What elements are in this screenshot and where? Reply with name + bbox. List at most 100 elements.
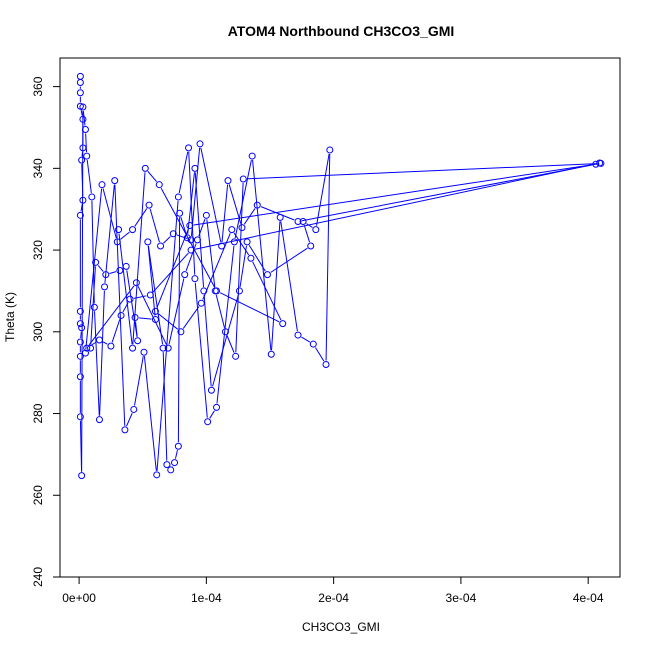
data-point	[146, 291, 154, 299]
data-point	[309, 340, 317, 348]
data-point	[185, 144, 193, 152]
chart-title: ATOM4 Northbound CH3CO3_GMI	[228, 23, 455, 39]
data-point	[98, 181, 106, 189]
data-point	[116, 267, 124, 275]
y-tick-label: 260	[31, 485, 45, 505]
series-line-segment	[209, 410, 215, 419]
data-point	[243, 238, 251, 246]
data-point	[307, 242, 315, 250]
series-line-segment	[203, 294, 212, 387]
data-point	[79, 115, 87, 123]
data-point	[121, 426, 129, 434]
data-point	[230, 238, 238, 246]
data-point	[76, 320, 84, 328]
data-point	[76, 79, 84, 87]
series-line-segment	[156, 229, 189, 308]
series-line-segment	[94, 311, 100, 416]
series-line-segment	[118, 233, 133, 345]
data-point	[232, 352, 240, 360]
data-point	[131, 314, 139, 321]
data-point	[83, 344, 91, 352]
data-point	[76, 352, 84, 360]
series-line-segment	[252, 160, 272, 351]
data-point	[87, 344, 95, 352]
series-line-segment	[147, 245, 156, 316]
series-line-segment	[182, 306, 200, 329]
data-point	[213, 287, 221, 295]
series-line-segment	[80, 204, 83, 212]
data-point	[78, 324, 86, 332]
data-point	[174, 193, 182, 201]
series-line-segment	[88, 285, 135, 346]
series-line-segment	[102, 188, 117, 239]
data-point	[294, 331, 302, 339]
series-line-segment	[235, 182, 244, 353]
series-line-segment	[194, 172, 205, 287]
series-line-segment	[168, 278, 185, 345]
data-point	[79, 103, 87, 111]
series-line-segment	[228, 184, 242, 224]
series-line-segment	[111, 319, 121, 343]
series-line-segment	[187, 172, 195, 234]
data-point	[228, 226, 236, 234]
data-point	[181, 271, 189, 279]
x-tick-label: 0e+00	[62, 591, 96, 605]
series-line-segment	[221, 184, 229, 243]
series-line-segment	[132, 172, 146, 345]
data-point	[247, 254, 255, 262]
data-point	[76, 72, 84, 80]
data-point	[312, 226, 320, 234]
data-point	[111, 177, 119, 185]
data-point	[151, 316, 159, 324]
series-line-segment	[80, 110, 83, 116]
series-line-segment	[194, 163, 596, 250]
data-point	[76, 338, 84, 346]
x-tick-label: 3e-04	[446, 591, 477, 605]
data-point	[157, 242, 165, 250]
data-point	[95, 336, 103, 344]
data-point	[132, 279, 140, 287]
data-point	[213, 403, 221, 411]
data-point	[322, 360, 330, 368]
series-line-segment	[149, 208, 160, 243]
series-line-segment	[82, 110, 86, 126]
series-line-segment	[233, 232, 250, 256]
data-point	[141, 164, 149, 172]
series-line-segment	[109, 271, 117, 274]
data-point	[171, 459, 179, 467]
series-line-segment	[126, 270, 138, 337]
series-line-segment	[143, 356, 157, 471]
data-point	[134, 337, 142, 345]
series-line-segment	[81, 111, 84, 472]
data-point	[224, 177, 232, 185]
series-line-segment	[234, 159, 252, 239]
data-point	[79, 196, 87, 204]
series-line-segment	[198, 218, 206, 237]
data-point	[221, 328, 229, 336]
data-point	[202, 211, 210, 219]
data-point	[102, 271, 110, 279]
series-line-segment	[85, 133, 88, 153]
series-line-segment	[156, 200, 179, 471]
data-point	[276, 213, 284, 221]
series-line-segment	[239, 245, 247, 288]
series-line-segment	[188, 151, 196, 275]
series-line-segment	[303, 225, 311, 243]
data-point	[117, 311, 125, 319]
series-line-segment	[316, 153, 330, 226]
data-point	[151, 307, 159, 315]
x-tick-label: 1e-04	[191, 591, 222, 605]
data-point	[129, 226, 137, 234]
series-line-segment	[301, 164, 592, 222]
series-line-segment	[162, 352, 168, 461]
data-point	[169, 230, 177, 238]
series-line-segment	[134, 356, 144, 406]
data-point	[115, 226, 123, 234]
data-point	[239, 175, 247, 183]
series-line-segment	[97, 265, 104, 272]
data-point	[76, 307, 84, 315]
data-point	[279, 320, 287, 328]
data-point	[186, 222, 194, 230]
data-point	[253, 201, 261, 209]
data-point	[177, 328, 185, 336]
